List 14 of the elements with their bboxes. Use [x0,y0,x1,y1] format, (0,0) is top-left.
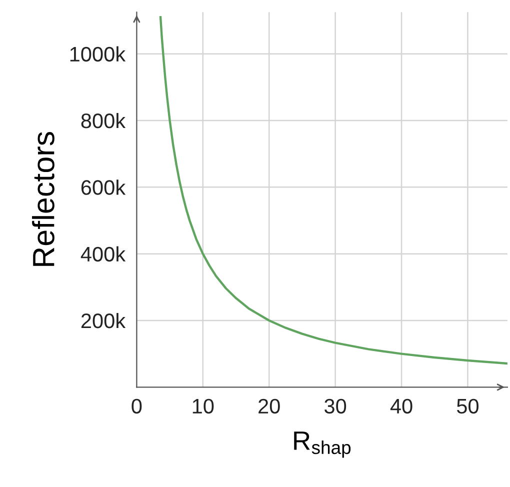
y-tick-label: 800k [81,112,126,128]
x-tick-label: 30 [324,398,346,414]
x-tick-label: 0 [132,398,142,414]
y-tick-label: 1000k [70,46,126,62]
y-axis-title: Reflectors [32,132,54,266]
x-axis-title: R$_{shap}$ [294,432,351,458]
y-tick-label: 200k [81,312,126,328]
x-tick-label: 10 [192,398,214,414]
x-tick-label: 20 [258,398,280,414]
x-tick-label: 50 [456,398,478,414]
x-tick-label: 40 [390,398,412,414]
y-tick-label: 400k [80,246,126,262]
y-tick-label: 600k [81,180,126,195]
line-series [159,16,508,365]
